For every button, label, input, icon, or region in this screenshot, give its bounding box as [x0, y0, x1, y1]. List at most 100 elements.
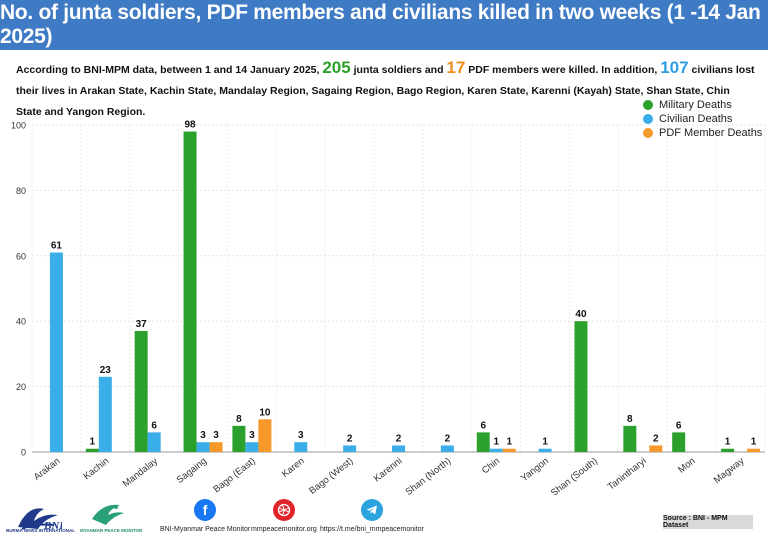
data-label: 2	[347, 433, 353, 444]
legend-dot-military	[643, 100, 653, 110]
bar-civilian	[343, 445, 357, 452]
x-tick-label: Karenni	[372, 456, 405, 485]
bar-civilian	[489, 448, 503, 452]
intro-part3: PDF members were killed. In addition,	[465, 64, 661, 76]
y-tick-label: 100	[11, 121, 26, 131]
bar-pdf	[209, 442, 223, 452]
data-label: 10	[259, 407, 271, 418]
x-tick-label: Bago (East)	[211, 456, 257, 495]
x-tick-label: Magway	[712, 456, 747, 487]
data-label: 2	[653, 433, 659, 444]
bar-military	[134, 331, 148, 452]
data-label: 40	[575, 309, 587, 320]
legend-label-pdf: PDF Member Deaths	[659, 127, 763, 139]
bar-military	[623, 425, 637, 452]
footer: BNI BURMA NEWS INTERNATIONAL MYANMAR PEA…	[0, 495, 768, 543]
bar-civilian	[392, 445, 405, 452]
bar-pdf	[649, 445, 663, 452]
bar-military	[232, 425, 246, 452]
data-label: 8	[236, 414, 242, 425]
facebook-link[interactable]: f BNI-Myanmar Peace Monitor	[160, 499, 250, 533]
data-label: 6	[676, 420, 682, 431]
legend-item-pdf: PDF Member Deaths	[643, 126, 762, 140]
data-label: 3	[298, 430, 304, 441]
x-tick-label: Kachin	[81, 456, 111, 483]
data-label: 2	[445, 433, 451, 444]
bar-military	[721, 448, 735, 452]
website-label[interactable]: mmpeacemonitor.org	[251, 526, 317, 533]
telegram-icon[interactable]	[360, 499, 383, 521]
telegram-label[interactable]: https://t.me/bni_mmpeacemonitor	[320, 526, 424, 533]
y-tick-label: 40	[16, 317, 26, 327]
bni-logo-text: BURMA NEWS INTERNATIONAL	[6, 528, 75, 533]
x-tick-label: Yangon	[519, 456, 551, 484]
x-tick-label: Mon	[676, 456, 697, 476]
data-label: 98	[184, 120, 196, 131]
bar-military	[476, 432, 490, 452]
bar-civilian	[98, 376, 112, 452]
data-label: 6	[151, 420, 157, 431]
mpm-logo	[92, 504, 124, 525]
intro-part2: junta soldiers and	[350, 64, 447, 76]
data-label: 6	[480, 420, 486, 431]
bar-civilian	[49, 252, 63, 452]
data-label: 3	[213, 430, 219, 441]
website-link[interactable]: mmpeacemonitor.org	[251, 499, 317, 533]
bar-military	[183, 131, 197, 453]
data-label: 1	[506, 437, 512, 448]
legend-item-civilian: Civilian Deaths	[643, 112, 762, 126]
data-label: 2	[396, 433, 402, 444]
bar-civilian	[147, 432, 161, 452]
svg-text:BNI: BNI	[43, 520, 62, 532]
data-label: 3	[249, 430, 255, 441]
soldiers-count: 205	[322, 58, 351, 77]
intro-text: According to BNI-MPM data, between 1 and…	[16, 57, 756, 123]
intro-part1: According to BNI-MPM data, between 1 and…	[16, 64, 323, 76]
bar-pdf	[747, 448, 761, 452]
x-tick-label: Mandalay	[121, 456, 160, 490]
x-tick-label: Bago (West)	[307, 456, 355, 495]
mpm-logo-text: MYANMAR PEACE MONITOR	[80, 528, 143, 533]
bar-military	[672, 432, 686, 452]
globe-icon[interactable]	[272, 499, 295, 521]
legend-dot-pdf	[643, 128, 653, 138]
data-label: 1	[90, 437, 96, 448]
data-label: 3	[200, 430, 206, 441]
pdf-count: 17	[446, 58, 466, 77]
data-label: 37	[136, 319, 148, 330]
y-tick-label: 60	[16, 251, 26, 261]
bar-civilian	[196, 442, 210, 452]
facebook-icon[interactable]: f	[194, 499, 217, 521]
telegram-link[interactable]: https://t.me/bni_mmpeacemonitor	[320, 499, 424, 533]
bar-military	[85, 448, 99, 452]
y-tick-label: 20	[16, 382, 26, 392]
data-label: 1	[493, 437, 499, 448]
y-tick-label: 0	[21, 448, 26, 458]
x-tick-label: Karen	[280, 456, 307, 480]
x-tick-label: Tanintharyi	[606, 456, 649, 493]
data-label: 1	[725, 437, 731, 448]
bar-pdf	[258, 419, 272, 452]
chart-legend: Military Deaths Civilian Deaths PDF Memb…	[643, 98, 762, 140]
bar-pdf	[502, 448, 516, 452]
x-tick-label: Arakan	[32, 456, 62, 483]
bar-civilian	[538, 448, 552, 452]
x-tick-label: Shan (North)	[404, 456, 454, 495]
data-label: 1	[542, 437, 548, 448]
x-tick-label: Chin	[480, 456, 502, 477]
x-tick-label: Shan (South)	[549, 456, 600, 495]
bni-logo: BNI	[18, 508, 62, 532]
page-title-text: No. of junta soldiers, PDF members and c…	[0, 1, 761, 48]
data-label: 8	[627, 414, 633, 425]
data-label: 1	[751, 437, 757, 448]
bar-civilian	[440, 445, 454, 452]
facebook-label[interactable]: BNI-Myanmar Peace Monitor	[160, 526, 251, 533]
civilians-count: 107	[660, 58, 689, 77]
legend-label-civilian: Civilian Deaths	[659, 113, 733, 125]
bar-military	[574, 321, 588, 452]
bar-chart: 02040608010061Arakan123Kachin376Mandalay…	[11, 120, 766, 495]
bar-civilian	[294, 442, 308, 452]
bar-civilian	[245, 442, 259, 452]
data-label: 61	[51, 241, 63, 252]
x-tick-label: Sagaing	[175, 456, 209, 486]
